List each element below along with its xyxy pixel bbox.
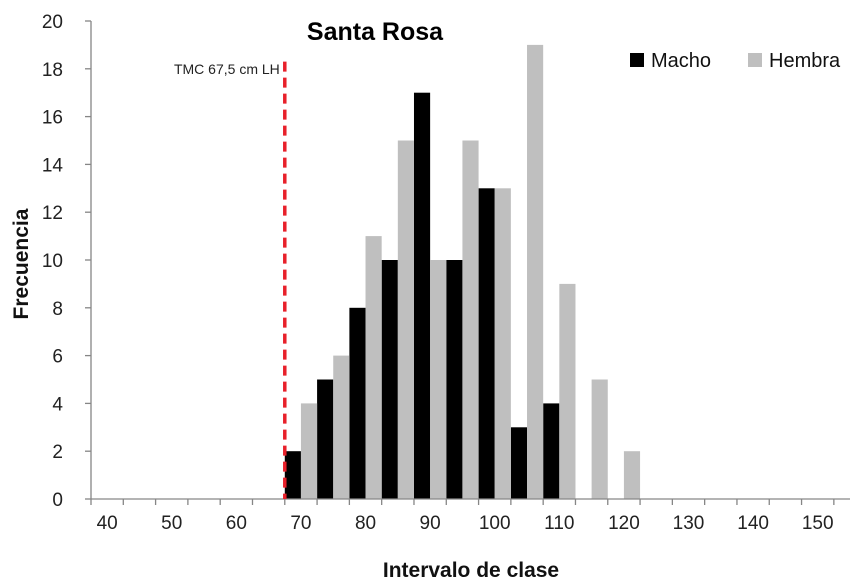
- y-tick-label: 0: [52, 490, 63, 511]
- y-tick-label: 10: [42, 251, 63, 272]
- y-tick-label: 8: [52, 299, 63, 320]
- bar-hembra-110: [559, 283, 576, 499]
- legend-label-hembra: Hembra: [769, 50, 841, 72]
- bar-hembra-100: [494, 188, 511, 500]
- y-tick-label: 2: [52, 442, 63, 463]
- y-tick-label: 16: [42, 108, 63, 129]
- legend: Macho Hembra: [630, 50, 841, 72]
- x-tick-label: 50: [161, 513, 182, 534]
- bar-hembra-70: [300, 403, 318, 499]
- x-tick-label: 140: [737, 513, 769, 534]
- bar-hembra-95: [462, 140, 479, 499]
- legend-label-macho: Macho: [651, 50, 711, 72]
- y-tick-label: 18: [42, 60, 63, 81]
- bar-hembra-80: [365, 236, 382, 499]
- y-tick-label: 14: [42, 155, 64, 176]
- reference-line-label: TMC 67,5 cm LH: [174, 61, 280, 77]
- chart-title: Santa Rosa: [307, 18, 444, 46]
- legend-swatch-hembra: [748, 53, 762, 67]
- bar-macho-100: [478, 188, 495, 500]
- y-tick-label: 4: [52, 394, 63, 415]
- y-axis-title: Frecuencia: [10, 208, 33, 319]
- y-tick-label: 12: [42, 203, 63, 224]
- bar-macho-70: [284, 451, 301, 499]
- bar-hembra-115: [591, 379, 608, 499]
- bar-hembra-105: [527, 44, 544, 500]
- bar-hembra-90: [430, 260, 447, 499]
- bar-macho-80: [349, 307, 366, 499]
- bar-macho-75: [317, 379, 334, 499]
- x-tick-label: 40: [97, 513, 118, 534]
- bar-macho-95: [446, 260, 463, 499]
- x-tick-label: 90: [420, 513, 441, 534]
- bar-macho-110: [543, 403, 560, 499]
- bar-hembra-120: [623, 451, 641, 499]
- y-tick-label: 6: [52, 347, 63, 368]
- x-tick-label: 100: [479, 513, 511, 534]
- x-tick-label: 130: [673, 513, 705, 534]
- y-tick-label: 20: [42, 12, 63, 33]
- bar-hembra-85: [397, 140, 414, 499]
- legend-swatch-macho: [630, 53, 644, 67]
- x-tick-label: 150: [802, 513, 834, 534]
- bar-macho-90: [413, 92, 431, 499]
- x-tick-label: 70: [290, 513, 311, 534]
- bar-macho-85: [381, 260, 398, 499]
- bar-macho-105: [510, 427, 528, 499]
- x-tick-label: 80: [355, 513, 376, 534]
- x-tick-label: 120: [608, 513, 640, 534]
- plot-area: 0 2 4 6 8 10 12 14 16 18 20 40 50 60 70 80 90 100 110 120 13…: [42, 12, 850, 534]
- x-axis-title: Intervalo de clase: [383, 559, 559, 582]
- bar-hembra-75: [333, 355, 350, 499]
- x-tick-label: 110: [544, 513, 574, 534]
- x-tick-label: 60: [226, 513, 247, 534]
